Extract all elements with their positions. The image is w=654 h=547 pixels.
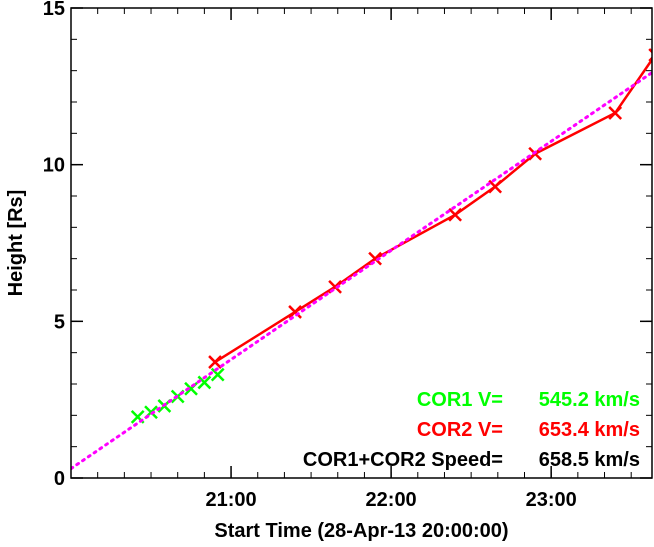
speed-annotation: COR2 V= 653.4 km/s: [417, 419, 640, 441]
x-tick-label: 23:00: [526, 489, 577, 511]
y-tick-label: 5: [54, 311, 65, 333]
data-point-marker: [448, 207, 463, 222]
series-cor1-cor2-fit: [71, 70, 652, 471]
data-point-marker: [648, 48, 652, 62]
plot-layer: [71, 48, 652, 471]
speed-annotations: COR1 V= 545.2 km/s COR2 V= 653.4 km/s COR1+C…: [303, 389, 640, 471]
x-axis-title: Start Time (28-Apr-13 20:00:00): [214, 520, 508, 542]
speed-value: 658.5 km/s: [539, 449, 640, 471]
y-tick-label: 15: [43, 0, 65, 20]
data-point-marker: [197, 375, 212, 390]
speed-label: COR1+COR2 Speed=: [303, 449, 503, 471]
speed-value: 653.4 km/s: [539, 419, 640, 441]
y-tick-label: 0: [54, 468, 65, 490]
data-point-marker: [488, 179, 503, 194]
data-point-marker: [288, 305, 302, 319]
plot-frame: [70, 7, 653, 479]
speed-label: COR1 V=: [417, 389, 503, 411]
data-point-marker: [210, 367, 225, 382]
fit-line: [71, 70, 652, 471]
data-point-marker: [608, 106, 623, 120]
speed-label: COR2 V=: [417, 419, 503, 441]
y-axis-title: Height [Rs]: [5, 190, 27, 297]
speed-annotation: COR1+COR2 Speed= 658.5 km/s: [303, 449, 640, 471]
y-tick-label: 10: [43, 155, 65, 177]
speed-value: 545.2 km/s: [539, 389, 640, 411]
data-point-marker: [208, 355, 222, 369]
speed-annotation: COR1 V= 545.2 km/s: [417, 389, 640, 411]
x-tick-label: 22:00: [366, 489, 417, 511]
x-tick-label: 21:00: [205, 489, 256, 511]
tick-layer: 21:00 22:00 23:00 0 5 10 15: [43, 0, 652, 511]
